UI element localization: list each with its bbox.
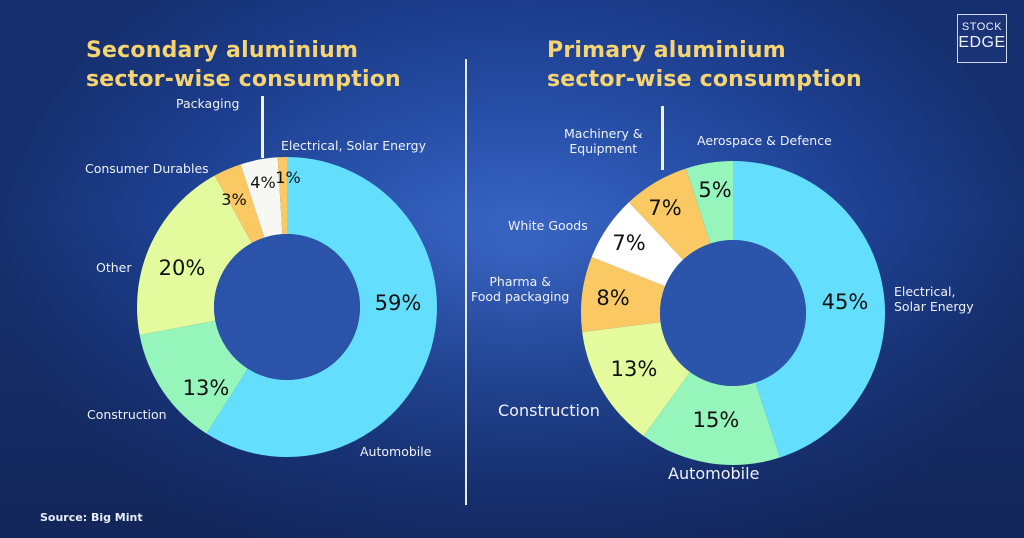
logo-line2: EDGE xyxy=(958,34,1006,51)
pct-white-goods-primary: 7% xyxy=(612,231,646,255)
slice-automobile xyxy=(643,372,780,465)
label-machinery-line1: Machinery & xyxy=(564,126,643,141)
label-automobile: Automobile xyxy=(360,444,432,459)
label-pharma-line1: Pharma & xyxy=(489,274,551,289)
pct-other: 20% xyxy=(158,256,206,280)
pct-packaging: 4% xyxy=(250,173,276,192)
slice-pharma-food-packaging xyxy=(581,257,666,333)
slice-other xyxy=(136,175,252,336)
slice-electrical-solar-energy xyxy=(733,161,885,458)
pct-electrical: 1% xyxy=(275,168,301,187)
slice-electrical-solar-energy xyxy=(277,157,287,235)
slice-packaging xyxy=(240,157,283,238)
source-note: Source: Big Mint xyxy=(40,511,143,524)
label-electrical-solar: Electrical, Solar Energy xyxy=(281,138,426,153)
pct-construction: 13% xyxy=(182,376,230,400)
stockedge-logo: STOCK EDGE xyxy=(957,14,1007,63)
slice-automobile xyxy=(206,157,437,458)
label-electrical-solar-primary: Electrical, Solar Energy xyxy=(894,284,974,314)
pct-electrical-primary: 45% xyxy=(821,290,869,314)
pct-aerospace-primary: 5% xyxy=(698,178,732,202)
label-machinery-equipment: Machinery & Equipment xyxy=(564,126,643,156)
label-construction-primary: Construction xyxy=(498,401,600,420)
label-construction: Construction xyxy=(87,407,167,422)
packaging-leader-line xyxy=(261,96,264,158)
pct-automobile: 59% xyxy=(374,291,422,315)
pct-automobile-primary: 15% xyxy=(692,408,740,432)
secondary-donut-chart xyxy=(136,157,437,458)
center-divider xyxy=(465,59,467,505)
slice-construction xyxy=(582,322,691,436)
label-packaging: Packaging xyxy=(176,96,240,111)
primary-title-line2: sector-wise consumption xyxy=(547,67,862,92)
label-consumer-durables: Consumer Durables xyxy=(85,161,209,176)
label-automobile-primary: Automobile xyxy=(668,464,760,483)
donut-hole xyxy=(214,234,360,380)
slice-consumer-durables xyxy=(214,164,265,244)
label-other: Other xyxy=(96,260,132,275)
pct-consumer-durables: 3% xyxy=(221,190,247,209)
logo-line1: STOCK xyxy=(961,21,1003,33)
slice-machinery-equipment xyxy=(628,168,711,260)
primary-title-line1: Primary aluminium xyxy=(547,38,786,63)
primary-chart-title: Primary aluminium sector-wise consumptio… xyxy=(547,36,862,94)
label-pharma-line2: Food packaging xyxy=(471,289,570,304)
slice-aerospace-defence xyxy=(686,161,733,244)
secondary-title-line2: sector-wise consumption xyxy=(86,67,401,92)
label-electrical-line2: Solar Energy xyxy=(894,299,974,314)
pct-pharma-primary: 8% xyxy=(596,286,630,310)
machinery-leader-line xyxy=(661,106,664,170)
pct-machinery-primary: 7% xyxy=(648,196,682,220)
primary-donut-chart xyxy=(581,161,885,465)
secondary-title-line1: Secondary aluminium xyxy=(86,38,359,63)
slice-white-goods xyxy=(591,202,684,287)
pct-construction-primary: 13% xyxy=(610,357,658,381)
secondary-chart-title: Secondary aluminium sector-wise consumpt… xyxy=(86,36,401,94)
donut-hole xyxy=(660,240,806,386)
label-machinery-line2: Equipment xyxy=(569,141,638,156)
label-aerospace-defence: Aerospace & Defence xyxy=(697,133,832,148)
label-electrical-line1: Electrical, xyxy=(894,284,956,299)
label-white-goods: White Goods xyxy=(508,218,588,233)
label-pharma-food-packaging: Pharma & Food packaging xyxy=(471,274,569,304)
slice-construction xyxy=(139,320,248,434)
